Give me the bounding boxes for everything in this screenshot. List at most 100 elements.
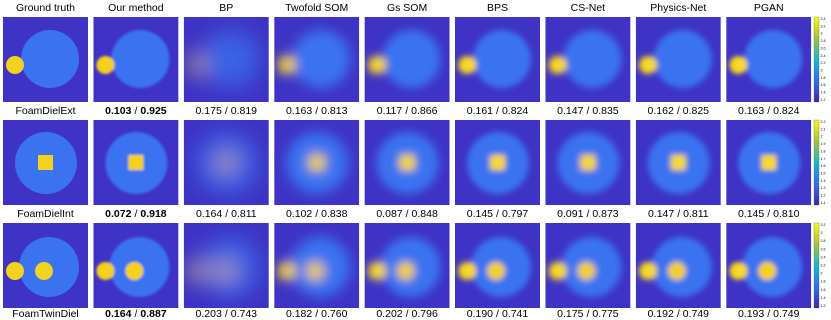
inclusion xyxy=(96,56,115,74)
metric-value: 0.103 xyxy=(105,105,131,117)
metric-value: 0.162 xyxy=(648,105,674,117)
image xyxy=(455,17,540,102)
image xyxy=(726,120,812,205)
metric-value: 0.760 xyxy=(321,308,347,320)
metric: 0.202 /0.796 xyxy=(376,308,438,320)
object xyxy=(6,237,79,297)
colorbar-tick-label: 1.1 xyxy=(821,201,826,205)
object xyxy=(548,237,622,297)
colorbar-tick-label: 2.4 xyxy=(821,255,826,259)
metric-value: 0.193 xyxy=(738,308,764,320)
separator: / xyxy=(315,308,318,320)
object xyxy=(638,237,712,297)
separator: / xyxy=(405,105,408,117)
column-header: Twofold SOM xyxy=(285,2,348,14)
colorbar-tick-label: 1.4 xyxy=(821,179,826,183)
separator: / xyxy=(767,208,770,220)
separator: / xyxy=(677,105,680,117)
image xyxy=(726,223,812,308)
halo xyxy=(464,266,474,276)
image xyxy=(93,120,179,205)
row-label: FoamDielInt xyxy=(17,208,74,220)
colorbar-tick-label: 2 xyxy=(821,68,823,72)
metric: 0.182/0.760 xyxy=(286,308,348,320)
metric-value: 0.796 xyxy=(412,308,438,320)
inclusion xyxy=(96,262,115,280)
inclusion xyxy=(35,262,53,280)
body xyxy=(292,30,351,88)
halo xyxy=(464,60,474,70)
image xyxy=(545,120,631,205)
colorbar-tick-label: 2.1 xyxy=(821,127,826,131)
metric-value: 0.164 xyxy=(105,308,131,320)
metric: 0.162/0.825 xyxy=(648,105,710,117)
metric-value: 0.091 xyxy=(557,208,583,220)
image xyxy=(3,120,88,205)
colorbar xyxy=(813,119,820,206)
image xyxy=(635,120,721,205)
image xyxy=(93,17,179,102)
separator: / xyxy=(586,105,589,117)
metric-value: 0.749 xyxy=(773,308,799,320)
separator: / xyxy=(767,105,770,117)
colorbar-tick-label: 2 xyxy=(821,135,823,139)
metric-value: 0.161 xyxy=(467,105,493,117)
metric-value: 0.145 xyxy=(467,208,493,220)
halo xyxy=(402,158,413,168)
metric-value: 0.087 xyxy=(376,208,402,220)
image xyxy=(455,223,540,308)
metric: 0.145/0.797 xyxy=(467,208,529,220)
metric-value: 0.866 xyxy=(411,105,437,117)
colorbar xyxy=(813,16,820,103)
object xyxy=(96,30,170,88)
metric-value: 0.190 xyxy=(467,308,493,320)
colorbar-tick-label: 3 xyxy=(821,231,823,235)
inclusion xyxy=(487,262,505,280)
object xyxy=(186,237,260,297)
column-header: BP xyxy=(219,2,233,14)
colorbar-tick-label: 1.4 xyxy=(821,91,826,95)
colorbar-tick-label: 2.4 xyxy=(821,54,826,58)
image xyxy=(635,223,721,308)
column-header: BPS xyxy=(487,2,508,14)
inclusion xyxy=(186,56,205,74)
halo xyxy=(644,60,655,70)
colorbar-tick-label: 1.2 xyxy=(821,194,826,198)
metric: 0.163/0.813 xyxy=(286,105,348,117)
separator: / xyxy=(406,308,409,320)
metric-value: 0.775 xyxy=(592,308,618,320)
metric-value: 0.145 xyxy=(738,208,764,220)
halo xyxy=(554,60,565,70)
metric-value: 0.925 xyxy=(140,105,166,117)
body xyxy=(563,30,622,88)
colorbar-tick-label: 1.9 xyxy=(821,142,826,146)
metric: 0.147/0.811 xyxy=(648,208,709,220)
colorbar-tick-label: 1.6 xyxy=(821,164,826,168)
metric-value: 0.072 xyxy=(105,208,131,220)
colorbar-tick-label: 3.2 xyxy=(821,24,826,28)
image xyxy=(364,120,450,205)
metric: 0.145/0.810 xyxy=(738,208,800,220)
object xyxy=(105,132,168,194)
metric-value: 0.824 xyxy=(773,105,799,117)
metric-value: 0.873 xyxy=(592,208,618,220)
image xyxy=(726,17,812,102)
metric-value: 0.797 xyxy=(502,208,528,220)
separator: / xyxy=(134,105,137,117)
metric-value: 0.743 xyxy=(231,308,257,320)
object xyxy=(367,237,441,297)
body xyxy=(744,30,803,88)
separator: / xyxy=(406,208,409,220)
metric-value: 0.810 xyxy=(773,208,799,220)
body xyxy=(111,30,170,88)
image xyxy=(364,223,450,308)
metric: 0.175/0.775 xyxy=(557,308,619,320)
metric-value: 0.163 xyxy=(738,105,764,117)
metric-value: 0.164 xyxy=(196,208,222,220)
colorbar-tick-label: 1.2 xyxy=(821,304,826,308)
inclusion xyxy=(306,262,325,280)
metric-value: 0.102 xyxy=(286,208,312,220)
metric-value: 0.202 xyxy=(376,308,402,320)
row-label: FoamDielExt xyxy=(15,105,75,117)
